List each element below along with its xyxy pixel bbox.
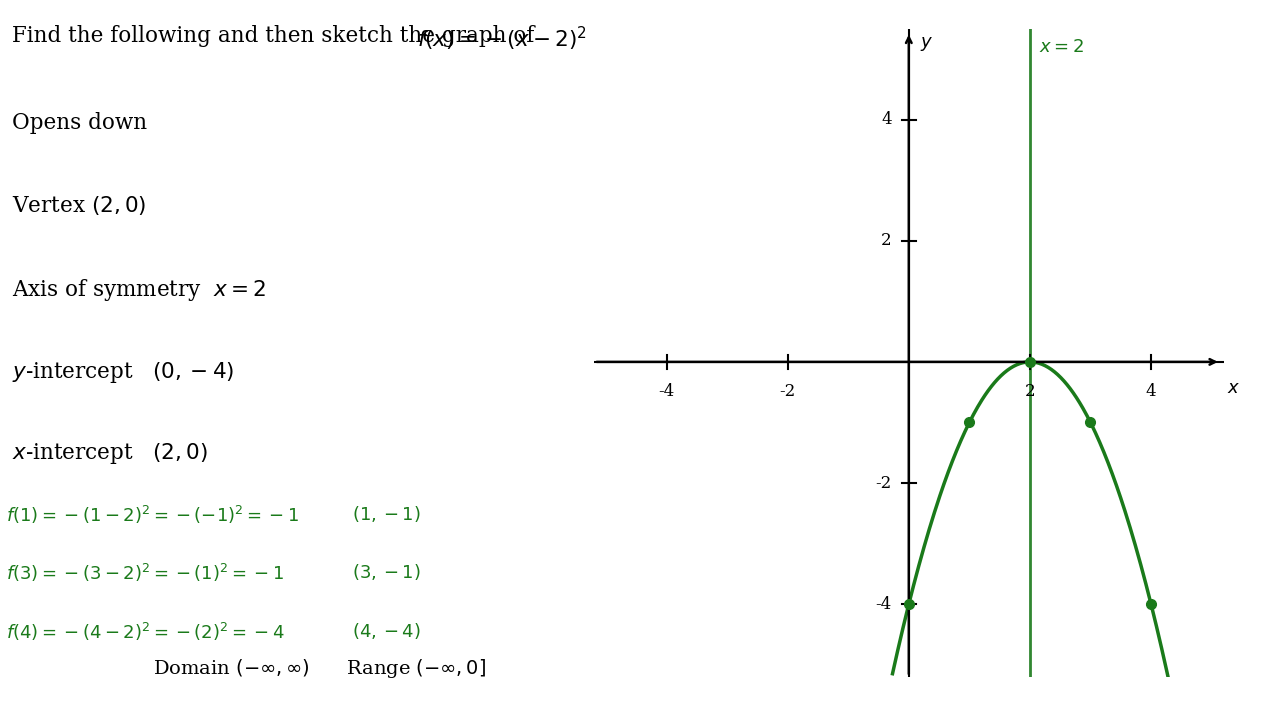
Text: Vertex $(2, 0)$: Vertex $(2, 0)$ [12,194,146,217]
Text: $y$: $y$ [920,35,933,53]
Text: -2: -2 [876,474,892,492]
Text: -4: -4 [876,595,892,613]
Text: 4: 4 [1146,383,1156,400]
Text: $x$-intercept   $(2, 0)$: $x$-intercept $(2, 0)$ [12,441,207,466]
Text: 2: 2 [881,233,892,249]
Text: $f(4)=-(4-2)^2=-(2)^2=-4$: $f(4)=-(4-2)^2=-(2)^2=-4$ [6,621,285,643]
Text: -4: -4 [658,383,675,400]
Text: $y$-intercept   $(0, -4)$: $y$-intercept $(0, -4)$ [12,360,234,385]
Text: 2: 2 [1024,383,1036,400]
Text: $x=2$: $x=2$ [1039,38,1084,56]
Text: $f(1)=-(1-2)^2=-(-1)^2=-1$: $f(1)=-(1-2)^2=-(-1)^2=-1$ [6,504,300,526]
Text: $(1,-1)$: $(1,-1)$ [352,504,421,524]
Text: $f(x) = -(x-2)^2$: $f(x) = -(x-2)^2$ [417,25,588,53]
Text: $f(3)=-(3-2)^2=-(1)^2=-1$: $f(3)=-(3-2)^2=-(1)^2=-1$ [6,562,284,584]
Text: Find the following and then sketch the graph of: Find the following and then sketch the g… [12,25,534,48]
Text: 4: 4 [881,111,892,128]
Text: Domain $(-\infty, \infty)$      Range $(-\infty, 0]$: Domain $(-\infty, \infty)$ Range $(-\inf… [154,657,486,680]
Text: $(4,-4)$: $(4,-4)$ [352,621,421,641]
Text: Axis of symmetry  $x = 2$: Axis of symmetry $x = 2$ [12,277,266,303]
Text: -2: -2 [780,383,796,400]
Text: $x$: $x$ [1226,379,1240,397]
Text: Opens down: Opens down [12,112,147,134]
Text: $(3,-1)$: $(3,-1)$ [352,562,421,582]
